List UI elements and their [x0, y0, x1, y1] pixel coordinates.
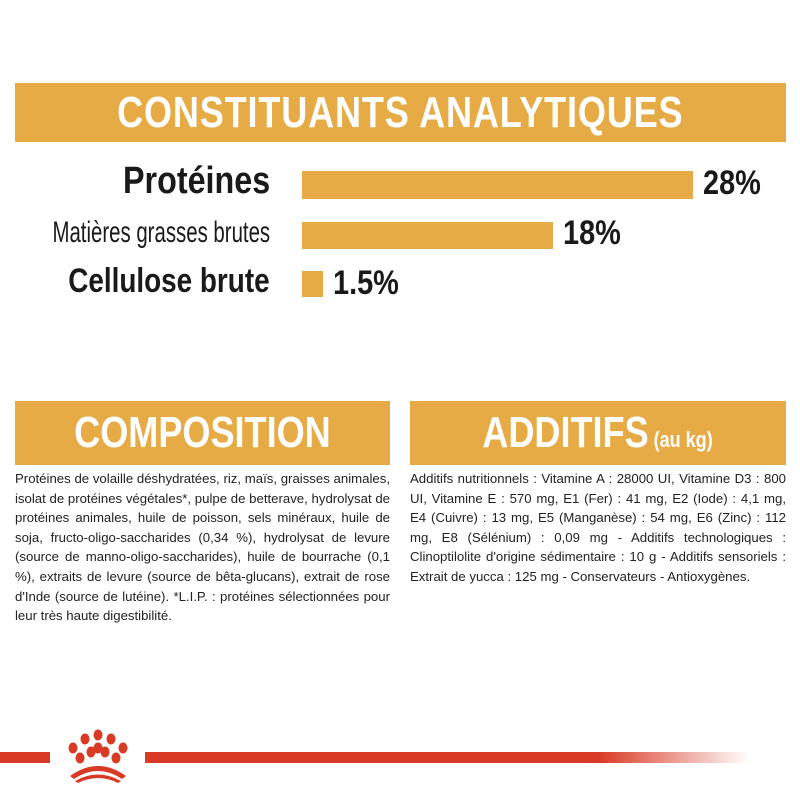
composition-title: COMPOSITION [74, 408, 331, 457]
footer-red-line-left [0, 752, 50, 763]
composition-text: Protéines de volaille déshydratées, riz,… [15, 471, 390, 624]
additives-text: Additifs nutritionnels : Vitamine A : 28… [410, 471, 786, 584]
additives-title: ADDITIFS [482, 408, 650, 457]
analytical-constituents-header: CONSTITUANTS ANALYTIQUES [15, 83, 786, 142]
chart-label-fibre: Cellulose brute [68, 262, 270, 300]
composition-header: COMPOSITION [15, 401, 390, 465]
chart-value-fibre: 1.5% [332, 264, 399, 302]
chart-value-fat: 18% [563, 214, 622, 252]
chart-bar-fibre [302, 271, 323, 297]
royal-crown-icon [68, 729, 128, 783]
chart-label-fat: Matières grasses brutes [52, 216, 270, 249]
additives-header: ADDITIFS (au kg) [410, 401, 786, 465]
chart-bar-fat [302, 222, 554, 249]
additives-subtitle: (au kg) [654, 427, 714, 452]
chart-value-proteins: 28% [703, 164, 761, 202]
chart-bar-proteins [302, 171, 693, 199]
footer-red-line-right [145, 752, 750, 763]
analytical-title: CONSTITUANTS ANALYTIQUES [117, 87, 684, 137]
chart-label-proteins: Protéines [122, 160, 270, 202]
